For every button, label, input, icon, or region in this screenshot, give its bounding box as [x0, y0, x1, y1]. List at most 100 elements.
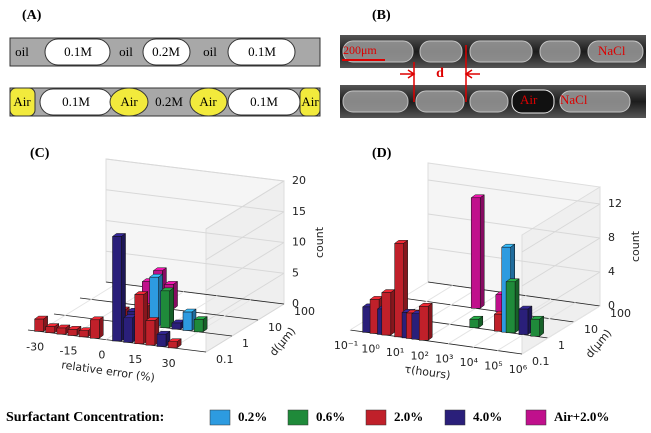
legend-swatch — [444, 409, 466, 426]
x-tick-label: 10⁶ — [509, 363, 528, 376]
label: NaCl — [598, 43, 626, 58]
x-tick-label: 10⁴ — [460, 356, 479, 369]
x-tick-label: 10¹ — [386, 346, 404, 359]
bar — [470, 197, 481, 309]
z-tick-label: 5 — [292, 266, 299, 279]
z-tick-label: 12 — [608, 197, 622, 210]
bar-side — [427, 302, 433, 341]
air-plug — [299, 87, 321, 117]
panel-label: (B) — [372, 8, 391, 23]
segment-label: Air — [199, 94, 217, 109]
panel-label: (D) — [372, 146, 392, 161]
legend-swatch — [365, 409, 387, 426]
z-tick-label: 10 — [292, 236, 306, 249]
x-tick-label: 10⁻¹ — [334, 339, 358, 352]
tick-mark — [521, 305, 601, 355]
bar — [160, 290, 170, 329]
bar — [134, 294, 144, 344]
d-tick-label: 0.1 — [216, 353, 234, 366]
bar — [418, 306, 429, 341]
x-tick-label: 10⁰ — [361, 342, 380, 355]
grid-line — [521, 203, 601, 253]
segment-label: Air — [120, 94, 138, 109]
bar-side — [390, 289, 396, 336]
segment-label: 0.1M — [248, 44, 276, 59]
grid-line — [427, 179, 601, 205]
segment-label: Air — [301, 94, 319, 109]
droplet — [142, 38, 191, 66]
bar — [394, 243, 404, 338]
d-tick-label: 0.1 — [532, 355, 550, 368]
x-tick-label: 10³ — [435, 353, 453, 366]
segment-label: oil — [15, 44, 29, 59]
label: NaCl — [560, 92, 588, 107]
bar — [381, 292, 392, 336]
tick-mark — [172, 299, 251, 349]
legend-swatch — [209, 409, 231, 426]
z-axis-label: count — [629, 230, 642, 262]
bar — [45, 326, 55, 334]
d-tick-label: 100 — [610, 307, 631, 320]
segment-label: 0.1M — [64, 44, 92, 59]
segment-label: 0.2M — [155, 94, 183, 109]
z-tick-label: 20 — [292, 174, 306, 187]
legend-label: 2.0% — [394, 409, 423, 424]
d-tick-label: 10 — [268, 321, 282, 334]
x-tick-label: 15 — [128, 353, 142, 366]
bar-side — [514, 278, 520, 334]
legend-label: 0.2% — [238, 409, 267, 424]
bar — [123, 317, 133, 343]
air-plug — [109, 87, 149, 117]
x-tick-label: 30 — [162, 357, 176, 370]
air-plug — [9, 87, 36, 117]
bar — [90, 319, 100, 339]
grid-line — [105, 158, 285, 182]
bar — [156, 333, 167, 347]
bar — [67, 329, 78, 336]
air-bubble — [511, 89, 555, 114]
d-tick-label: 1 — [558, 339, 565, 352]
x-tick-label: 10² — [411, 349, 429, 362]
bar — [78, 330, 89, 338]
panel-label: (C) — [30, 146, 50, 161]
grid-line — [105, 281, 285, 305]
grid-line — [105, 250, 285, 274]
grid-line — [205, 272, 285, 322]
grid-line — [205, 211, 285, 261]
bar — [530, 318, 540, 337]
bar-side — [479, 194, 485, 309]
bar-side — [99, 316, 104, 339]
grid-line — [427, 213, 601, 239]
panel-label: (A) — [22, 8, 42, 23]
legend-label: Air+2.0% — [554, 409, 609, 424]
z-tick-label: 8 — [608, 231, 615, 244]
bar — [182, 311, 193, 331]
segment-label: 0.2M — [152, 44, 180, 59]
bar — [145, 320, 156, 346]
air-plug — [189, 87, 228, 117]
grid-line — [521, 271, 601, 321]
legend-label: 4.0% — [473, 409, 502, 424]
tick-mark — [423, 291, 502, 341]
droplet — [44, 38, 111, 66]
grid-line — [401, 297, 575, 323]
grid-line — [105, 189, 285, 213]
scale-label: 200μm — [343, 43, 377, 57]
z-tick-label: 0 — [608, 299, 615, 312]
bar-side — [539, 315, 544, 337]
segment-label: oil — [119, 44, 133, 59]
segment-label: Air — [13, 94, 31, 109]
d-tick-label: 10 — [584, 323, 598, 336]
segment-label: 0.1M — [62, 94, 90, 109]
bar — [112, 236, 122, 342]
legend-title: Surfactant Concentration: — [6, 410, 164, 425]
arrow — [400, 69, 480, 79]
grid-line — [205, 242, 285, 291]
z-axis-label: count — [313, 226, 326, 258]
z-tick-label: 0 — [292, 297, 299, 310]
label: d — [436, 66, 444, 81]
z-tick-label: 4 — [608, 265, 615, 278]
